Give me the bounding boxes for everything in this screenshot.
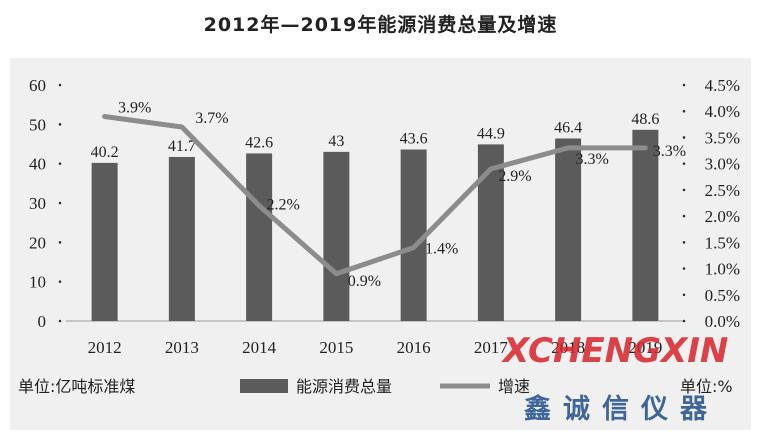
chart-title: 2012年—2019年能源消费总量及增速: [203, 14, 558, 36]
line-data-label: 3.9%: [118, 99, 151, 116]
right-axis-tick-label: 1.0%: [705, 260, 740, 279]
left-axis-tick-label: 50: [29, 115, 46, 134]
left-axis-tick-mark: [58, 241, 62, 244]
left-axis-tick-mark: [58, 83, 62, 87]
watermark-latin: XCHENGXIN: [501, 331, 728, 371]
bar: [555, 138, 582, 321]
right-axis-tick-mark: [682, 214, 686, 218]
right-axis-tick-mark: [682, 136, 686, 139]
left-axis-tick-label: 10: [29, 273, 46, 292]
right-axis-tick-label: 4.0%: [705, 102, 740, 121]
right-axis-tick-label: 2.5%: [705, 181, 740, 200]
right-axis-tick-mark: [682, 109, 686, 113]
bar: [91, 162, 118, 321]
right-axis-tick-label: 2.0%: [705, 207, 740, 226]
x-axis-tick-label: 2014: [242, 338, 277, 357]
line-data-label: 2.9%: [498, 168, 531, 185]
watermark-cjk: 鑫诚信仪器: [524, 393, 719, 425]
right-axis-tick-label: 1.5%: [705, 233, 740, 252]
x-axis-tick-label: 2016: [397, 338, 431, 357]
bar: [632, 129, 659, 321]
x-axis-tick-label: 2018: [551, 338, 585, 357]
x-axis-tick-label: 2019: [628, 338, 662, 357]
line-data-label: 0.9%: [348, 273, 381, 290]
right-axis-tick-label: 0.5%: [705, 286, 740, 305]
right-axis-tick-label: 0.0%: [705, 312, 740, 331]
bar: [477, 144, 504, 321]
right-axis-tick-mark: [682, 83, 686, 87]
line-data-label: 3.3%: [575, 151, 608, 168]
bar: [168, 156, 195, 321]
right-unit-label: 单位:%: [680, 377, 733, 396]
bar-data-label: 48.6: [631, 111, 659, 128]
right-axis-tick-label: 3.5%: [705, 128, 740, 147]
legend-bar-swatch: [240, 379, 288, 393]
left-unit-label: 单位:亿吨标准煤: [18, 377, 135, 396]
right-axis-tick-mark: [682, 319, 686, 323]
bar-data-label: 41.7: [168, 138, 196, 155]
bar: [323, 151, 350, 321]
left-axis-tick-mark: [58, 280, 62, 283]
line-data-label: 2.2%: [266, 197, 299, 214]
bar: [246, 153, 273, 321]
line-data-label: 3.7%: [195, 110, 228, 127]
left-axis-tick-label: 0: [38, 312, 47, 331]
left-axis-tick-mark: [58, 123, 62, 126]
left-axis-tick-label: 40: [29, 155, 46, 174]
bar-data-label: 46.4: [554, 119, 582, 136]
legend-line-label: 增速: [498, 377, 530, 396]
left-axis-tick-label: 30: [29, 194, 46, 213]
right-axis-tick-label: 4.5%: [705, 76, 740, 95]
right-axis-tick-mark: [682, 267, 686, 270]
x-axis-tick-label: 2013: [165, 338, 199, 357]
left-axis-tick-mark: [58, 162, 62, 165]
right-axis-tick-mark: [682, 241, 686, 244]
line-data-label: 3.3%: [653, 143, 686, 160]
bar-data-label: 44.9: [477, 125, 505, 142]
right-axis-tick-mark: [682, 188, 686, 192]
right-axis-tick-label: 3.0%: [705, 155, 740, 174]
growth-series-line: [102, 114, 648, 277]
x-axis-tick-label: 2017: [474, 338, 509, 357]
legend-bar-label: 能源消费总量: [296, 377, 392, 396]
bar-data-label: 43.6: [400, 131, 428, 148]
right-axis-tick-mark: [682, 293, 686, 297]
x-axis-tick-label: 2012: [88, 338, 122, 357]
bar-data-label: 42.6: [245, 134, 273, 151]
left-axis-tick-label: 60: [29, 76, 46, 95]
x-axis-tick-label: 2015: [319, 338, 353, 357]
bar-data-label: 43: [328, 133, 344, 150]
bar-data-label: 40.2: [91, 144, 119, 161]
left-axis-tick-mark: [58, 319, 62, 323]
right-axis-tick-mark: [682, 162, 686, 165]
left-axis-tick-label: 20: [29, 233, 46, 252]
left-axis-tick-mark: [58, 201, 62, 205]
line-data-label: 1.4%: [425, 241, 458, 258]
